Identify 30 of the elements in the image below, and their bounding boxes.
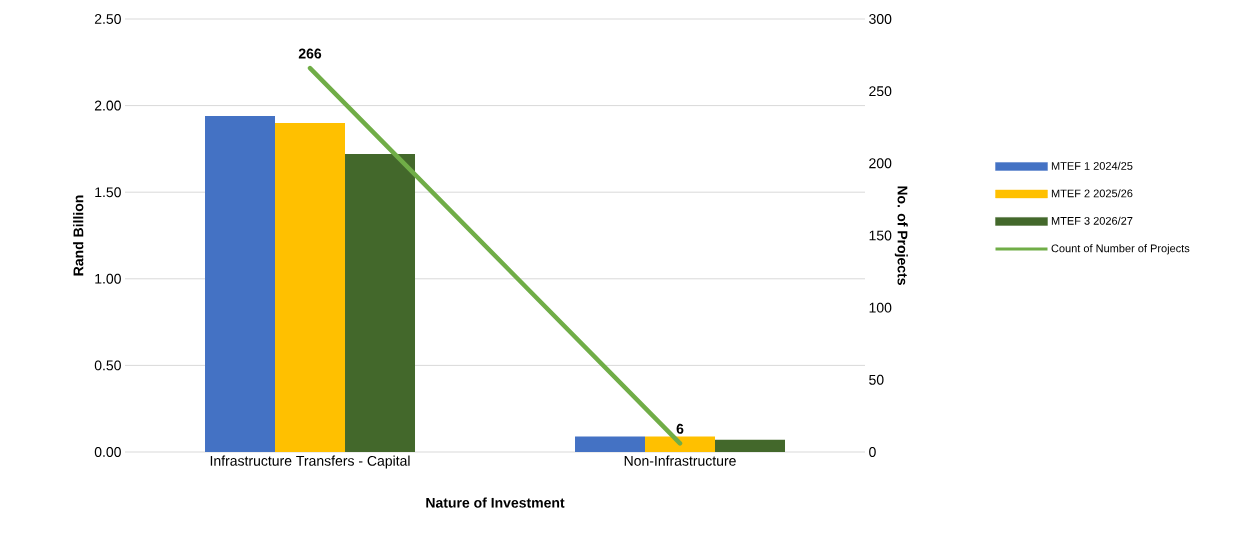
- y-tick-label: 1.50: [95, 187, 121, 198]
- legend-label: MTEF 3 2026/27: [1051, 216, 1133, 225]
- y2-tick-label: 250: [869, 86, 892, 97]
- data-label: 6: [676, 423, 684, 434]
- bar: [205, 115, 276, 452]
- bar: [645, 436, 716, 452]
- legend-label: MTEF 1 2024/25: [1051, 161, 1133, 170]
- y2-tick-label: 100: [869, 302, 892, 313]
- y2-tick-label: 0: [869, 447, 876, 457]
- data-label: 266: [298, 48, 322, 59]
- bar: [345, 154, 416, 452]
- bar: [715, 439, 786, 452]
- y-tick-label: 1.00: [95, 273, 121, 284]
- y2-tick-label: 50: [869, 374, 884, 385]
- x-tick-label: Non-Infrastructure: [624, 455, 736, 466]
- legend-label: Count of Number of Projects: [1051, 244, 1190, 255]
- x-tick-label: Infrastructure Transfers - Capital: [210, 455, 410, 469]
- bar: [575, 436, 646, 452]
- y-tick-label: 0.00: [94, 447, 121, 457]
- y2-axis-title: No. of Projects: [894, 186, 908, 285]
- y-tick-label: 2.00: [94, 100, 121, 111]
- x-axis-title: Nature of Investment: [426, 497, 565, 508]
- y-tick-label: 0.50: [94, 360, 121, 371]
- y2-tick-label: 200: [869, 158, 892, 169]
- y-axis-title: Rand Billion: [73, 195, 84, 276]
- y2-tick-label: 150: [869, 230, 892, 241]
- legend-label: MTEF 2 2025/26: [1051, 189, 1133, 198]
- y-tick-label: 2.50: [94, 14, 121, 24]
- y2-tick-label: 300: [869, 14, 892, 24]
- bar: [275, 122, 346, 452]
